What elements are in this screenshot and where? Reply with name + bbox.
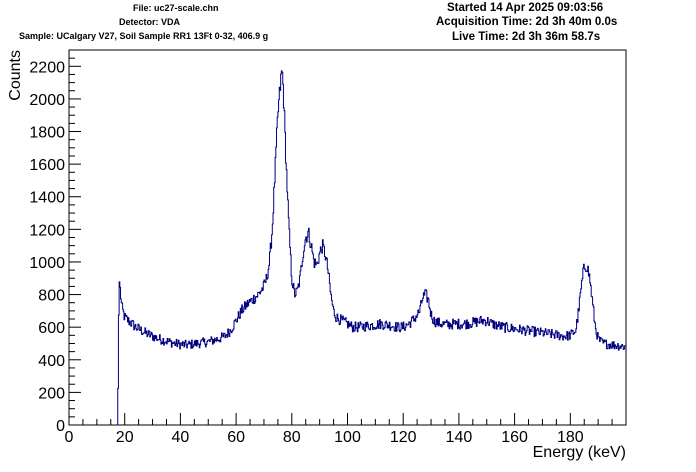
acquisition-time-label: Acquisition Time: 2d 3h 40m 0.0s [436, 16, 618, 28]
y-tick-label: 800 [38, 288, 65, 305]
plot-frame [68, 49, 627, 426]
axes: 0200400600800100012001400160018002000220… [7, 49, 627, 461]
x-tick-label: 80 [283, 429, 301, 446]
spectrum-series [117, 70, 626, 425]
x-tick-label: 140 [446, 429, 473, 446]
x-tick-label: 160 [501, 429, 528, 446]
y-tick-label: 200 [38, 385, 65, 402]
x-tick-label: 0 [65, 429, 74, 446]
x-tick-label: 180 [557, 429, 584, 446]
x-tick-label: 120 [390, 429, 417, 446]
y-tick-label: 600 [38, 320, 65, 337]
y-tick-label: 1400 [29, 190, 65, 207]
y-tick-label: 2200 [29, 59, 65, 76]
file-label: File: uc27-scale.chn [133, 3, 219, 13]
detector-label: Detector: VDA [119, 17, 181, 27]
y-tick-label: 1000 [29, 255, 65, 272]
y-axis-title: Counts [7, 50, 24, 101]
y-tick-label: 2000 [29, 92, 65, 109]
y-tick-label: 1600 [29, 157, 65, 174]
x-tick-label: 60 [227, 429, 245, 446]
x-tick-label: 40 [172, 429, 190, 446]
y-tick-label: 1200 [29, 222, 65, 239]
y-tick-label: 1800 [29, 125, 65, 142]
started-label: Started 14 Apr 2025 09:03:56 [447, 2, 604, 14]
x-axis-title: Energy (keV) [533, 444, 626, 461]
plot-area [117, 70, 626, 425]
y-tick-label: 0 [56, 418, 65, 435]
live-time-label: Live Time: 2d 3h 36m 58.7s [452, 31, 601, 43]
x-tick-label: 20 [116, 429, 134, 446]
sample-label: Sample: UCalgary V27, Soil Sample RR1 13… [19, 31, 269, 41]
x-tick-label: 100 [334, 429, 361, 446]
y-tick-label: 400 [38, 353, 65, 370]
